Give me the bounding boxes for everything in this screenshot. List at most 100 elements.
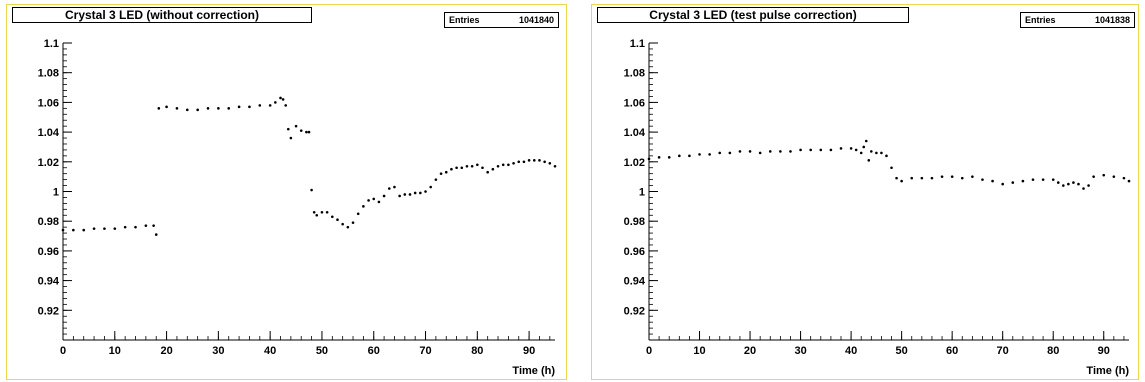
data-point [1001, 182, 1004, 186]
data-point [424, 190, 427, 193]
data-point [274, 101, 277, 104]
y-tick-label: 0.98 [38, 216, 59, 228]
data-point [185, 108, 189, 112]
data-point [82, 228, 86, 232]
data-point [507, 163, 510, 167]
data-point [307, 130, 311, 134]
data-point [387, 187, 391, 190]
data-point [486, 170, 489, 174]
data-point [336, 218, 339, 222]
data-point [1127, 179, 1131, 183]
data-point [134, 225, 137, 229]
x-tick-label: 60 [368, 345, 380, 357]
x-tick-label: 20 [744, 345, 756, 357]
data-point [320, 210, 324, 214]
y-tick-label: 1.04 [624, 127, 646, 139]
data-point [839, 147, 843, 150]
data-point [312, 210, 316, 214]
data-point [512, 161, 515, 165]
data-point [920, 176, 924, 180]
data-point [206, 107, 210, 110]
x-tick-label: 70 [997, 345, 1009, 357]
data-point [237, 105, 241, 109]
data-point [1112, 175, 1116, 178]
stats-label: Entries [449, 15, 480, 25]
data-point [910, 176, 914, 180]
plot-area: 0.92 0.94 0.96 0.98 1 1.02 1.04 1.06 1.08 1.1 0 10 2… [38, 38, 557, 377]
x-tick-label: 0 [646, 345, 652, 357]
data-point [310, 188, 313, 192]
x-tick-label: 40 [264, 345, 276, 357]
y-tick-label: 0.96 [38, 246, 59, 258]
data-point [481, 166, 484, 170]
data-point [103, 227, 106, 230]
x-tick-label: 60 [946, 345, 958, 357]
data-point [1062, 184, 1065, 187]
y-tick-label: 1.08 [38, 68, 59, 80]
data-point [227, 107, 231, 110]
data-point [950, 175, 954, 178]
data-point [331, 215, 334, 219]
data-point [875, 151, 878, 155]
y-tick-label: 1.1 [44, 38, 59, 50]
data-point [738, 150, 742, 153]
data-point [305, 130, 308, 134]
data-point [268, 104, 272, 107]
data-point [829, 148, 833, 152]
data-point [299, 129, 303, 132]
data-point [258, 104, 262, 107]
x-tick-label: 50 [316, 345, 328, 357]
data-point [496, 164, 500, 168]
data-point [61, 228, 65, 232]
data-point [429, 185, 433, 189]
y-tick-label: 1.04 [38, 127, 60, 139]
data-point [885, 154, 888, 158]
data-point [217, 107, 220, 110]
data-point [398, 194, 401, 198]
data-point [144, 224, 148, 227]
data-point [718, 151, 722, 155]
data-point [809, 148, 812, 152]
data-point [1077, 182, 1080, 186]
data-point [248, 105, 251, 109]
data-point [165, 105, 168, 109]
data-point [678, 154, 681, 158]
y-tick-label: 0.94 [624, 276, 646, 288]
x-tick-label: 10 [109, 345, 121, 357]
data-point [522, 160, 526, 164]
stats-label: Entries [1025, 15, 1056, 25]
y-tick-label: 1.02 [38, 157, 59, 169]
data-point [708, 153, 711, 156]
data-point [279, 96, 282, 100]
data-point [870, 150, 873, 153]
x-tick-label: 90 [523, 345, 535, 357]
data-point [991, 179, 994, 183]
data-point [1011, 181, 1015, 184]
x-axis-title: Time (h) [512, 365, 555, 377]
data-point [152, 224, 155, 227]
data-point [419, 191, 422, 195]
data-point [92, 227, 96, 230]
chart-canvas-left: Crystal 3 LED (without correction) Entri… [6, 4, 567, 380]
data-point [315, 213, 319, 217]
y-tick-label: 0.96 [624, 246, 645, 258]
data-point [758, 151, 762, 155]
y-tick-label: 1 [639, 187, 645, 199]
data-point [286, 127, 290, 131]
data-point [1082, 187, 1085, 190]
chart-title: Crystal 3 LED (without correction) [12, 7, 312, 23]
y-tick-label: 1.06 [624, 97, 645, 109]
plot-area: 0.92 0.94 0.96 0.98 1 1.02 1.04 1.06 1.08 1.1 0 10 2… [624, 38, 1131, 377]
x-tick-label: 30 [794, 345, 806, 357]
data-point [859, 151, 863, 155]
stats-box: Entries 1041838 [1020, 12, 1135, 28]
data-point [501, 163, 505, 167]
data-point [325, 210, 329, 214]
data-point [341, 222, 344, 226]
x-tick-label: 40 [845, 345, 857, 357]
x-tick-label: 20 [160, 345, 172, 357]
data-point [1122, 176, 1126, 180]
y-tick-label: 1.08 [624, 68, 645, 80]
data-point [930, 176, 934, 180]
x-tick-label: 90 [1098, 345, 1110, 357]
